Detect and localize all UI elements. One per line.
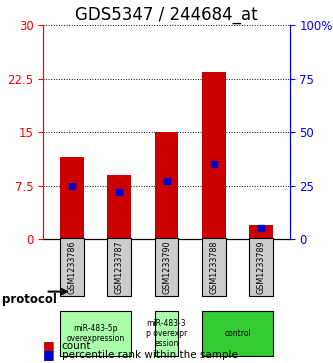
Bar <box>60 311 131 356</box>
Bar <box>60 238 84 296</box>
Text: count: count <box>62 340 91 351</box>
Text: GSM1233787: GSM1233787 <box>115 240 124 294</box>
Bar <box>60 157 84 239</box>
Bar <box>155 238 178 296</box>
Bar <box>107 238 131 296</box>
Title: GDS5347 / 244684_at: GDS5347 / 244684_at <box>75 6 258 24</box>
Text: GSM1233788: GSM1233788 <box>209 240 218 294</box>
Bar <box>202 238 226 296</box>
Bar <box>107 175 131 239</box>
Bar <box>202 311 273 356</box>
Text: GSM1233790: GSM1233790 <box>162 240 171 294</box>
Text: percentile rank within the sample: percentile rank within the sample <box>62 350 237 360</box>
Text: GSM1233786: GSM1233786 <box>67 240 76 294</box>
Text: miR-483-5p
overexpression: miR-483-5p overexpression <box>66 324 125 343</box>
Text: control: control <box>224 329 251 338</box>
Bar <box>249 238 273 296</box>
Bar <box>202 72 226 239</box>
Bar <box>155 132 178 239</box>
Text: ■: ■ <box>43 348 55 362</box>
Bar <box>249 225 273 239</box>
Text: GSM1233789: GSM1233789 <box>257 240 266 294</box>
Bar <box>155 311 178 356</box>
Text: ■: ■ <box>43 339 55 352</box>
Text: miR-483-3
p overexpr
ession: miR-483-3 p overexpr ession <box>146 319 187 348</box>
Text: protocol: protocol <box>2 293 57 306</box>
